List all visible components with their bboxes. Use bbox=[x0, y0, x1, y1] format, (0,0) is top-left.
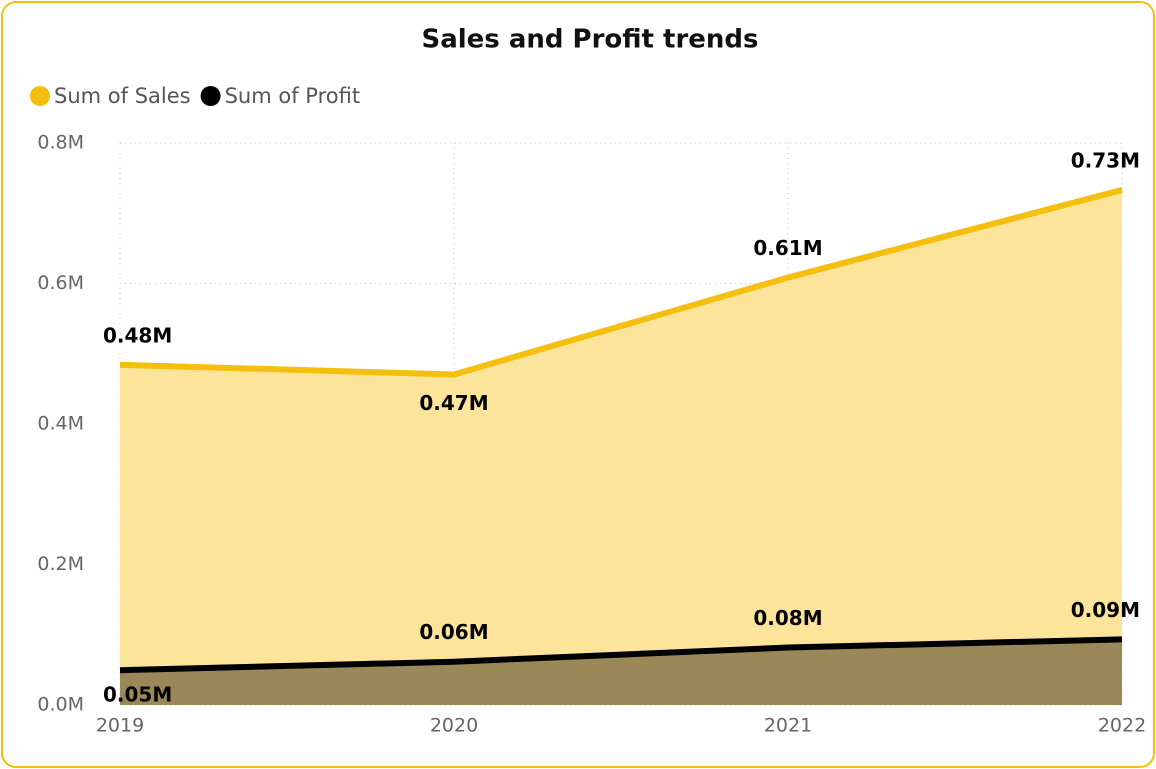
data-label: 0.08M bbox=[753, 606, 822, 630]
line bbox=[119, 187, 1123, 378]
y-tick-label: 0.0M bbox=[37, 694, 84, 716]
area-fill bbox=[120, 189, 1122, 706]
data-label: 0.05M bbox=[103, 683, 172, 707]
x-tick-label: 2020 bbox=[430, 715, 478, 737]
legend-label: Sum of Profit bbox=[225, 84, 360, 108]
y-tick-label: 0.6M bbox=[37, 272, 84, 294]
x-tick-label: 2019 bbox=[96, 715, 144, 737]
y-tick-label: 0.2M bbox=[37, 553, 84, 575]
data-label: 0.73M bbox=[1071, 148, 1140, 172]
legend-swatch bbox=[30, 86, 50, 106]
x-tick-label: 2021 bbox=[764, 715, 812, 737]
data-label: 0.48M bbox=[103, 323, 172, 347]
x-tick-label: 2022 bbox=[1098, 715, 1146, 737]
legend-label: Sum of Sales bbox=[54, 84, 191, 108]
legend-swatch bbox=[200, 86, 221, 106]
y-tick-label: 0.4M bbox=[37, 413, 84, 435]
data-label: 0.09M bbox=[1071, 598, 1140, 622]
area-fill bbox=[120, 639, 1122, 705]
chart-title: Sales and Profit trends bbox=[421, 25, 758, 55]
data-label: 0.47M bbox=[419, 391, 488, 415]
data-label: 0.06M bbox=[419, 620, 488, 644]
data-label: 0.61M bbox=[753, 236, 822, 260]
y-tick-label: 0.8M bbox=[37, 132, 84, 154]
line bbox=[119, 636, 1123, 674]
